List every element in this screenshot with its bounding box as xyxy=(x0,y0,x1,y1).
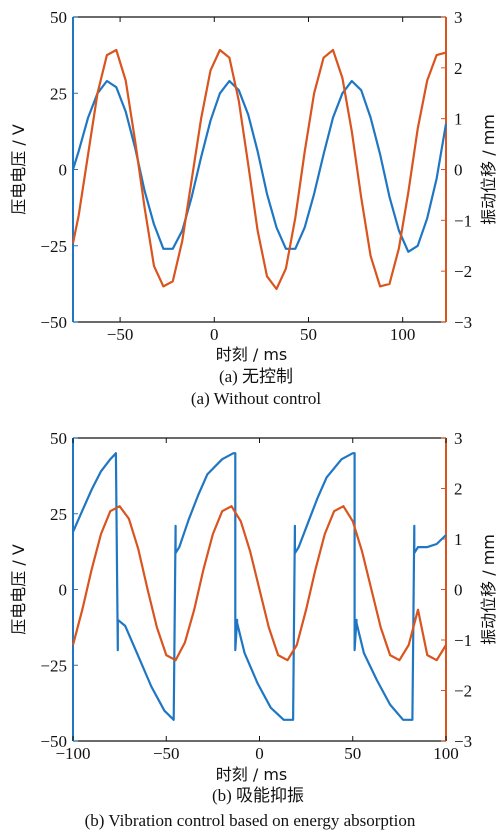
right-y-tick-label: −2 xyxy=(454,262,472,281)
displacement-series-line xyxy=(71,48,447,291)
left-y-tick-label: 50 xyxy=(50,429,67,448)
left-y-tick-label: −25 xyxy=(40,237,67,256)
right-y-axis-label: 振动位移 / mm xyxy=(479,534,498,645)
right-y-tick-label: 2 xyxy=(454,480,463,499)
right-y-tick-label: −3 xyxy=(454,732,472,751)
right-y-tick-label: −1 xyxy=(454,631,472,650)
x-tick-label: −50 xyxy=(153,744,180,763)
displacement-series-line xyxy=(71,505,447,662)
left-y-axis-label: 压电电压 / V xyxy=(9,124,28,215)
right-y-tick-label: −2 xyxy=(454,682,472,701)
left-y-tick-label: 0 xyxy=(59,581,68,600)
left-y-tick-label: 25 xyxy=(50,84,67,103)
voltage-series-line xyxy=(71,79,448,253)
x-axis-label: 时刻 / ms xyxy=(216,765,288,784)
x-tick-label: 50 xyxy=(344,744,361,763)
right-y-tick-label: 1 xyxy=(454,110,463,129)
left-y-axis-label: 压电电压 / V xyxy=(9,544,28,635)
left-y-tick-label: 0 xyxy=(59,161,68,180)
x-tick-label: −50 xyxy=(107,325,134,344)
left-y-tick-label: 25 xyxy=(50,505,67,524)
caption-english: (a) Without control xyxy=(191,389,322,408)
x-axis-label: 时刻 / ms xyxy=(216,345,288,364)
caption-chinese: (a) 无控制 xyxy=(219,367,293,386)
right-y-tick-label: −3 xyxy=(454,313,472,332)
right-y-tick-label: 0 xyxy=(454,581,463,600)
x-tick-label: 100 xyxy=(433,744,459,763)
right-y-tick-label: 1 xyxy=(454,530,463,549)
left-y-tick-label: 50 xyxy=(50,8,67,27)
x-tick-label: 50 xyxy=(300,325,317,344)
right-y-tick-label: 0 xyxy=(454,161,463,180)
right-y-tick-label: −1 xyxy=(454,211,472,230)
x-tick-label: 100 xyxy=(390,325,416,344)
left-y-tick-label: −50 xyxy=(40,313,67,332)
left-y-tick-label: −50 xyxy=(40,732,67,751)
right-y-tick-label: 3 xyxy=(454,8,463,27)
chart-panel-a: −50 0 50 100 −50 −25 0 25 50 −3 −2 −1 0 1 2 3 时刻 / ms 压电电… xyxy=(9,8,498,408)
left-y-tick-label: −25 xyxy=(40,656,67,675)
x-tick-label: 0 xyxy=(210,325,219,344)
caption-english: (b) Vibration control based on energy ab… xyxy=(85,811,416,830)
voltage-series-line xyxy=(71,452,447,721)
right-y-tick-label: 3 xyxy=(454,429,463,448)
caption-chinese: (b) 吸能抑振 xyxy=(212,786,304,805)
right-y-axis-label: 振动位移 / mm xyxy=(479,114,498,225)
x-tick-label: 0 xyxy=(255,744,264,763)
x-tick-label: −100 xyxy=(55,744,90,763)
right-y-tick-label: 2 xyxy=(454,59,463,78)
